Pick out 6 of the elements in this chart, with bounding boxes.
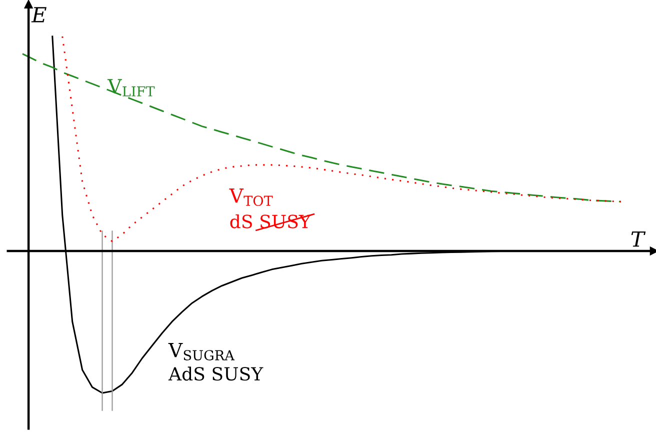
y-axis-title: E (31, 7, 46, 22)
series-label: V$_{TOT}$ (229, 188, 273, 206)
annotation: AdS SUSY (168, 366, 264, 381)
series-label: V$_{SUGRA}$ (168, 342, 235, 360)
series-label: V$_{LIFT}$ (107, 79, 155, 96)
x-axis-title: T (631, 231, 646, 247)
